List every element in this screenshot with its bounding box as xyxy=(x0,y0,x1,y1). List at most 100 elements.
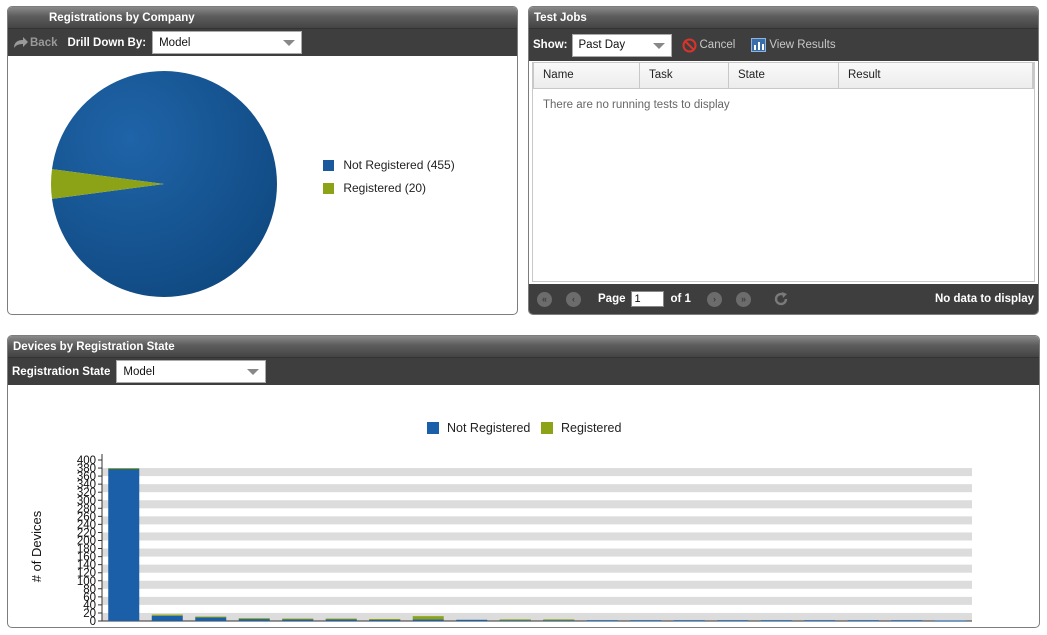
bar-9600SIP-not-registered xyxy=(804,620,836,622)
show-value: Past Day xyxy=(578,39,626,51)
bar-4621-registered xyxy=(151,614,183,616)
y-tick-label: 60 xyxy=(83,592,96,604)
drill-down-label: Drill Down By: xyxy=(67,36,147,49)
y-tick-label: 140 xyxy=(77,560,96,572)
legend-label-not-registered: Not Registered (455) xyxy=(343,158,455,172)
chevron-down-icon xyxy=(652,42,665,49)
column-header-task[interactable]: Task xyxy=(640,63,729,88)
y-tick-label: 180 xyxy=(77,544,96,556)
y-tick-label: 20 xyxy=(83,608,96,620)
grid-band xyxy=(102,612,972,621)
column-header-state[interactable]: State xyxy=(729,63,839,88)
test-jobs-toolbar: Show: Past Day Cancel View Results xyxy=(529,29,1038,61)
y-tick-label: 80 xyxy=(83,584,96,596)
bar-9630-registered xyxy=(282,618,314,620)
bar-9630-not-registered xyxy=(282,618,314,621)
page-input[interactable]: 1 xyxy=(630,291,664,307)
legend-item-registered: Registered (20) xyxy=(323,181,455,195)
bar-4610-registered xyxy=(543,619,575,621)
bar-2410-not-registered xyxy=(891,620,923,622)
drill-down-select[interactable]: Model xyxy=(152,31,303,54)
bar-4690-not-registered xyxy=(934,620,966,622)
page-label: Page xyxy=(598,293,626,305)
chevron-down-icon xyxy=(247,369,260,375)
back-button[interactable]: Back xyxy=(12,36,58,49)
devices-panel: Devices by Registration State Registrati… xyxy=(7,335,1040,628)
y-tick-label: 360 xyxy=(77,471,96,483)
registrations-panel-title: Registrations by Company xyxy=(8,7,517,29)
y-axis-label: # of Devices xyxy=(29,510,44,582)
bar-4624-not-registered xyxy=(369,619,401,621)
bar-9640-registered xyxy=(325,618,357,620)
refresh-icon[interactable] xyxy=(773,291,789,307)
y-tick-label: 400 xyxy=(77,455,96,467)
y-tick-label: 240 xyxy=(77,519,96,531)
devices-panel-title: Devices by Registration State xyxy=(8,336,1039,358)
registrations-panel: Registrations by Company Back Drill Down… xyxy=(7,6,518,315)
registration-state-select[interactable]: Model xyxy=(116,360,267,383)
view-results-button[interactable]: View Results xyxy=(751,38,836,52)
first-page-icon[interactable]: « xyxy=(537,291,552,307)
cancel-label: Cancel xyxy=(699,39,736,51)
bar-9620-not-registered xyxy=(238,618,270,621)
registrations-toolbar: Back Drill Down By: Model xyxy=(8,29,517,56)
y-tick-label: 120 xyxy=(77,568,96,580)
grid-band xyxy=(102,532,972,541)
registration-state-value: Model xyxy=(123,365,155,378)
empty-message: There are no running tests to display xyxy=(543,99,730,111)
next-page-icon[interactable]: › xyxy=(706,291,722,307)
y-tick-label: 260 xyxy=(77,511,96,523)
y-tick-label: 40 xyxy=(83,600,96,612)
grid-band xyxy=(102,484,972,493)
show-select[interactable]: Past Day xyxy=(571,33,672,57)
view-results-icon xyxy=(751,38,767,52)
legend-label-not-registered: Not Registered xyxy=(447,421,530,435)
pie-slice-not-registered xyxy=(51,71,278,297)
legend-label-registered: Registered xyxy=(561,421,621,435)
y-tick-label: 200 xyxy=(77,536,96,548)
pie-slice-registered xyxy=(51,169,164,199)
bar-9608-not-registered xyxy=(412,619,444,621)
bar-4622-not-registered xyxy=(673,620,705,622)
page-input-value: 1 xyxy=(634,293,641,305)
bar-4620-registered xyxy=(108,468,140,470)
y-tick-label: 100 xyxy=(77,576,96,588)
show-label: Show: xyxy=(533,39,568,51)
prev-page-icon[interactable]: ‹ xyxy=(566,291,581,307)
legend-swatch-registered xyxy=(323,183,334,195)
test-jobs-panel: Test Jobs Show: Past Day Cancel View Res… xyxy=(528,6,1039,315)
grid-band xyxy=(102,596,972,605)
grid-band xyxy=(102,500,972,509)
pager-status: No data to display xyxy=(934,293,1034,305)
bar-9610-not-registered xyxy=(630,620,662,622)
cancel-icon xyxy=(682,38,696,52)
cancel-button[interactable]: Cancel xyxy=(682,38,736,53)
legend-item-not-registered: Not Registered (455) xyxy=(323,158,455,172)
y-tick-label: 0 xyxy=(90,616,96,628)
grid-band xyxy=(102,564,972,573)
test-jobs-title-text: Test Jobs xyxy=(534,12,587,24)
legend-swatch-not-registered xyxy=(427,422,439,434)
grid-band xyxy=(102,548,972,557)
registrations-pie-chart xyxy=(51,71,278,297)
chevron-down-icon xyxy=(283,40,296,46)
bar-9641SIP-not-registered xyxy=(760,620,792,622)
back-label: Back xyxy=(30,36,58,49)
pie-legend: Not Registered (455) Registered (20) xyxy=(323,158,455,195)
page-count-label: of 1 xyxy=(670,293,691,305)
y-tick-label: 320 xyxy=(77,487,96,499)
grid-band xyxy=(102,468,972,477)
legend-swatch-not-registered xyxy=(323,160,334,172)
column-header-name[interactable]: Name xyxy=(534,63,640,88)
grid-header: Name Task State Result xyxy=(533,62,1034,89)
last-page-icon[interactable]: » xyxy=(735,291,751,307)
bar-legend: Not Registered Registered xyxy=(427,421,621,435)
bar-4624-registered xyxy=(369,618,401,620)
y-tick-label: 340 xyxy=(77,479,96,491)
bar-9650SIP-not-registered xyxy=(586,620,618,622)
registrations-title-text: Registrations by Company xyxy=(49,12,195,24)
drill-down-value: Model xyxy=(159,36,191,49)
bar-9641-not-registered xyxy=(499,619,531,621)
bar-2420-not-registered xyxy=(847,620,879,622)
column-header-result[interactable]: Result xyxy=(839,63,1033,88)
